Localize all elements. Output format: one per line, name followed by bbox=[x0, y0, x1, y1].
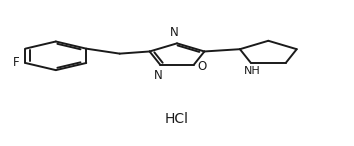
Text: O: O bbox=[197, 60, 206, 73]
Text: N: N bbox=[154, 69, 163, 82]
Text: NH: NH bbox=[244, 66, 261, 76]
Text: N: N bbox=[170, 26, 178, 39]
Text: F: F bbox=[12, 57, 19, 69]
Text: HCl: HCl bbox=[165, 112, 189, 126]
